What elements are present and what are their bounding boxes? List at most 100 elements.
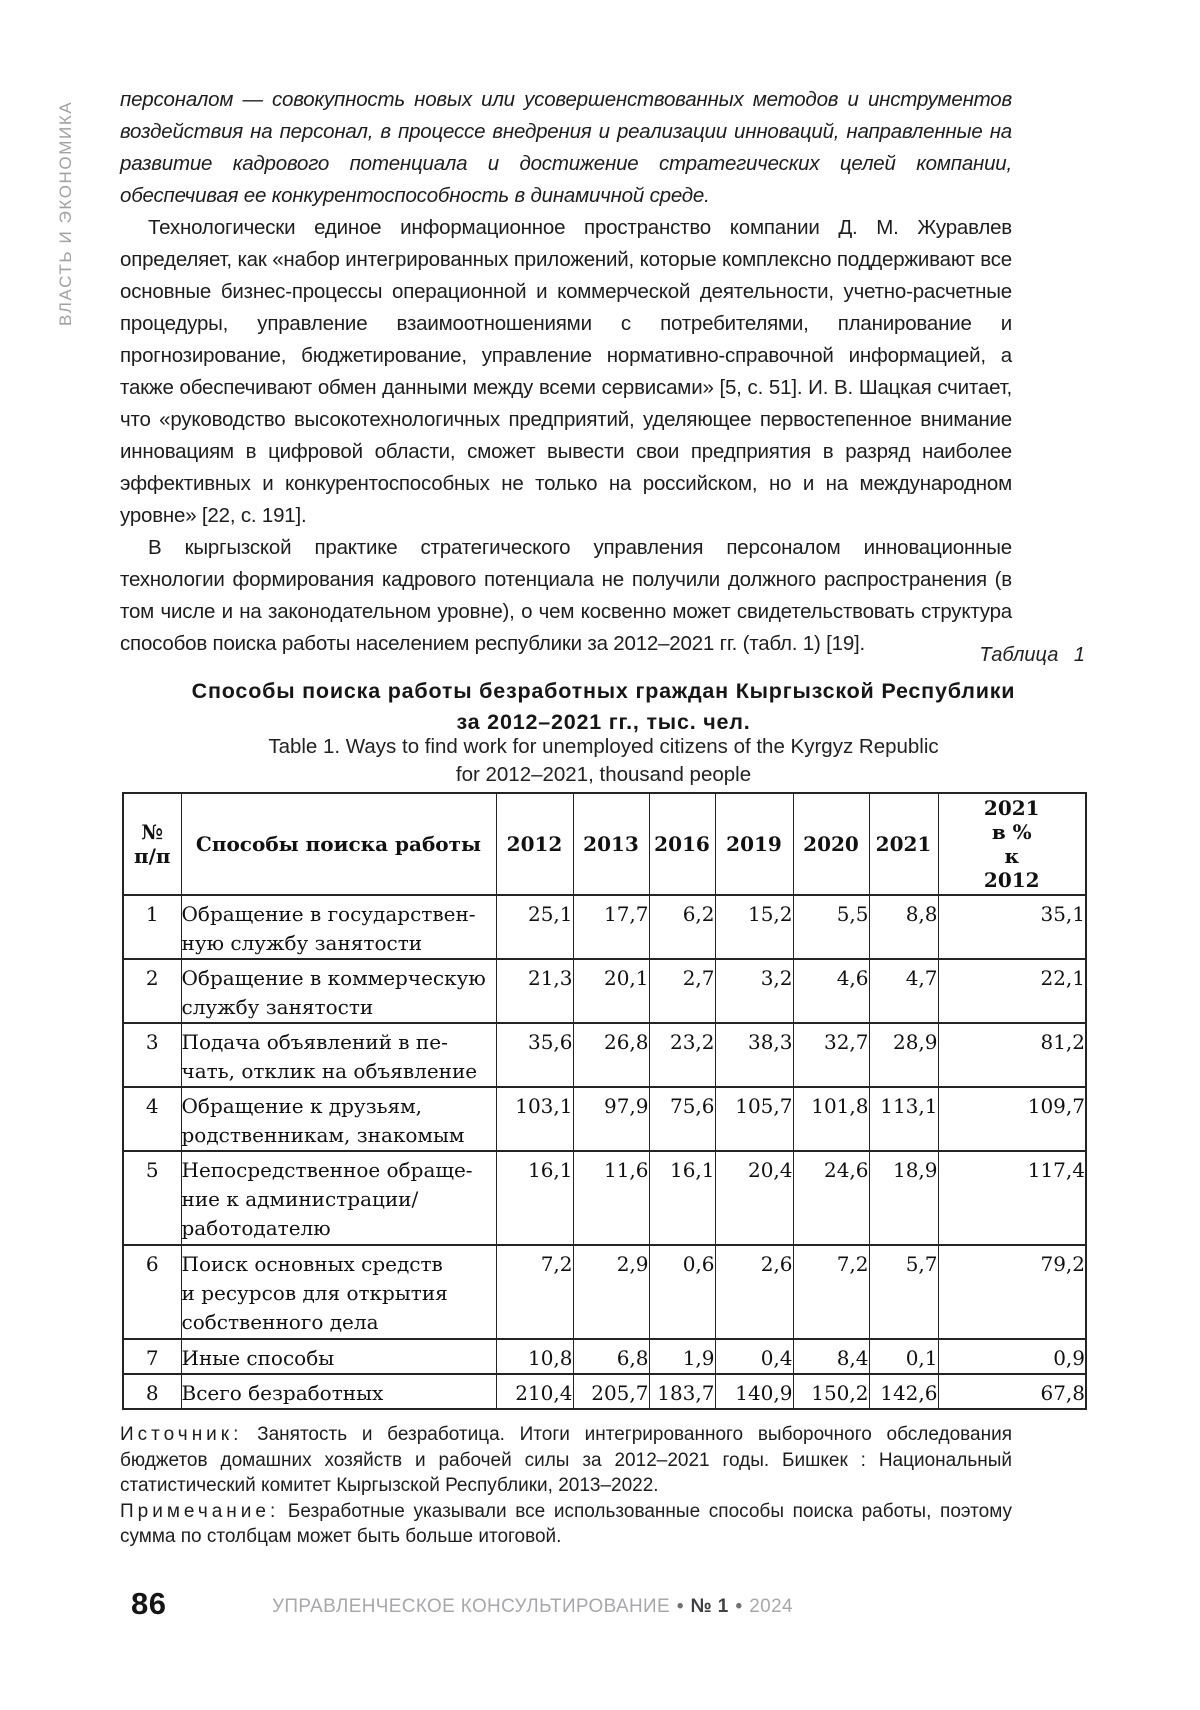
- value-cell: 8,4: [792, 1338, 870, 1375]
- table-row: 5 Непосредственное обраще-ние к администр…: [122, 1150, 1087, 1246]
- table-row: 2 Обращение в коммерческую службу занятост…: [122, 958, 1087, 1024]
- value-cell: 150,2: [792, 1373, 870, 1410]
- method-label-cell: Поиск основных средств и ресурсов для отк…: [180, 1244, 497, 1340]
- value-cell: 26,8: [572, 1022, 650, 1088]
- paragraph-kyrgyz-practice: В кыргызской практике стратегического уп…: [120, 536, 1012, 655]
- column-header: 2021: [868, 792, 939, 896]
- value-cell: 17,7: [572, 894, 650, 960]
- journal-title: УПРАВЛЕНЧЕСКОЕ КОНСУЛЬТИРОВАНИЕ: [272, 1595, 671, 1617]
- value-cell: 22,1: [937, 958, 1087, 1024]
- table-title-english-line2: for 2012–2021, thousand people: [455, 763, 752, 786]
- table-title-english-line1: Table 1. Ways to find work for unemploye…: [268, 735, 939, 758]
- value-cell: 103,1: [495, 1086, 574, 1152]
- value-cell: 6,8: [572, 1338, 650, 1375]
- value-cell: 35,6: [495, 1022, 574, 1088]
- value-cell: 0,1: [868, 1338, 939, 1375]
- value-cell: 0,9: [937, 1338, 1087, 1375]
- value-cell: 20,4: [714, 1150, 794, 1246]
- table-title-russian-line2: за 2012–2021 гг., тыс. чел.: [456, 710, 751, 734]
- row-number-cell: 2: [122, 958, 182, 1024]
- value-cell: 142,6: [868, 1373, 939, 1410]
- value-cell: 2,9: [572, 1244, 650, 1340]
- value-cell: 97,9: [572, 1086, 650, 1152]
- table-header: № п/п Способы поиска работы 2012 2013 2016 201…: [122, 792, 1087, 896]
- table-header-row: № п/п Способы поиска работы 2012 2013 2016 201…: [122, 792, 1087, 896]
- table-row: 1 Обращение в государствен-ную службу зан…: [122, 894, 1087, 960]
- value-cell: 3,2: [714, 958, 794, 1024]
- value-cell: 117,4: [937, 1150, 1087, 1246]
- row-number-cell: 6: [122, 1244, 182, 1340]
- method-label-cell: Непосредственное обраще-ние к администра…: [180, 1150, 497, 1246]
- method-label-cell: Иные способы: [180, 1338, 497, 1375]
- column-header: 2013: [572, 792, 650, 896]
- unemployment-table: № п/п Способы поиска работы 2012 2013 2016 201…: [122, 792, 1087, 1410]
- table-title-english: Table 1. Ways to find work for unemploye…: [122, 733, 1085, 789]
- table-note: Примечание: Безработные указывали все ис…: [120, 1499, 1012, 1550]
- method-label-cell: Всего безработных: [180, 1373, 497, 1410]
- column-header: 2016: [648, 792, 716, 896]
- value-cell: 1,9: [648, 1338, 716, 1375]
- column-header: 2020: [792, 792, 870, 896]
- value-cell: 15,2: [714, 894, 794, 960]
- method-label-cell: Подача объявлений в пе-чать, отклик на о…: [180, 1022, 497, 1088]
- value-cell: 109,7: [937, 1086, 1087, 1152]
- article-body: персоналом — совокупность новых или усов…: [120, 84, 1012, 660]
- row-number-cell: 5: [122, 1150, 182, 1246]
- value-cell: 75,6: [648, 1086, 716, 1152]
- value-cell: 2,6: [714, 1244, 794, 1340]
- column-header: Способы поиска работы: [180, 792, 497, 896]
- value-cell: 7,2: [792, 1244, 870, 1340]
- row-number-cell: 7: [122, 1338, 182, 1375]
- footer-issue-number: № 1: [690, 1595, 729, 1617]
- row-number-cell: 8: [122, 1373, 182, 1410]
- value-cell: 10,8: [495, 1338, 574, 1375]
- value-cell: 4,6: [792, 958, 870, 1024]
- value-cell: 0,4: [714, 1338, 794, 1375]
- table-body: 1 Обращение в государствен-ную службу зан…: [122, 894, 1087, 1410]
- column-header: 2012: [495, 792, 574, 896]
- page-number: 86: [131, 1586, 167, 1621]
- value-cell: 25,1: [495, 894, 574, 960]
- value-cell: 20,1: [572, 958, 650, 1024]
- method-label-cell: Обращение в государствен-ную службу заня…: [180, 894, 497, 960]
- value-cell: 38,3: [714, 1022, 794, 1088]
- value-cell: 7,2: [495, 1244, 574, 1340]
- value-cell: 67,8: [937, 1373, 1087, 1410]
- paragraph-definition: персоналом — совокупность новых или усов…: [120, 88, 1012, 207]
- value-cell: 16,1: [495, 1150, 574, 1246]
- value-cell: 105,7: [714, 1086, 794, 1152]
- value-cell: 210,4: [495, 1373, 574, 1410]
- footer-separator-dot: •: [676, 1595, 684, 1617]
- table-title-russian-line1: Способы поиска работы безработных гражда…: [191, 679, 1016, 703]
- value-cell: 183,7: [648, 1373, 716, 1410]
- value-cell: 35,1: [937, 894, 1087, 960]
- paragraph-information-space: Технологически единое информационное про…: [120, 216, 1012, 527]
- section-rubric-vertical: ВЛАСТЬ И ЭКОНОМИКА: [56, 100, 75, 326]
- value-cell: 140,9: [714, 1373, 794, 1410]
- table-number-label: Таблица 1: [979, 644, 1085, 666]
- value-cell: 4,7: [868, 958, 939, 1024]
- value-cell: 2,7: [648, 958, 716, 1024]
- value-cell: 205,7: [572, 1373, 650, 1410]
- method-label-cell: Обращение к друзьям, родственникам, знако…: [180, 1086, 497, 1152]
- value-cell: 113,1: [868, 1086, 939, 1152]
- footer-separator-dot: •: [735, 1595, 743, 1617]
- note-label: Примечание:: [120, 1500, 280, 1522]
- value-cell: 32,7: [792, 1022, 870, 1088]
- value-cell: 24,6: [792, 1150, 870, 1246]
- table-row: 7 Иные способы 10,8 6,8 1,9 0,4 8,4 0,1 0,9: [122, 1338, 1087, 1375]
- value-cell: 5,5: [792, 894, 870, 960]
- table-source: Источник: Занятость и безработица. Итоги…: [120, 1422, 1012, 1499]
- value-cell: 28,9: [868, 1022, 939, 1088]
- table-row: 6 Поиск основных средств и ресурсов для от…: [122, 1244, 1087, 1340]
- column-header: № п/п: [122, 792, 182, 896]
- value-cell: 79,2: [937, 1244, 1087, 1340]
- value-cell: 6,2: [648, 894, 716, 960]
- note-text: Безработные указывали все использованные…: [120, 1500, 1012, 1548]
- column-header: 2021 в % к 2012: [937, 792, 1087, 896]
- value-cell: 5,7: [868, 1244, 939, 1340]
- value-cell: 101,8: [792, 1086, 870, 1152]
- table-notes: Источник: Занятость и безработица. Итоги…: [120, 1422, 1012, 1550]
- value-cell: 8,8: [868, 894, 939, 960]
